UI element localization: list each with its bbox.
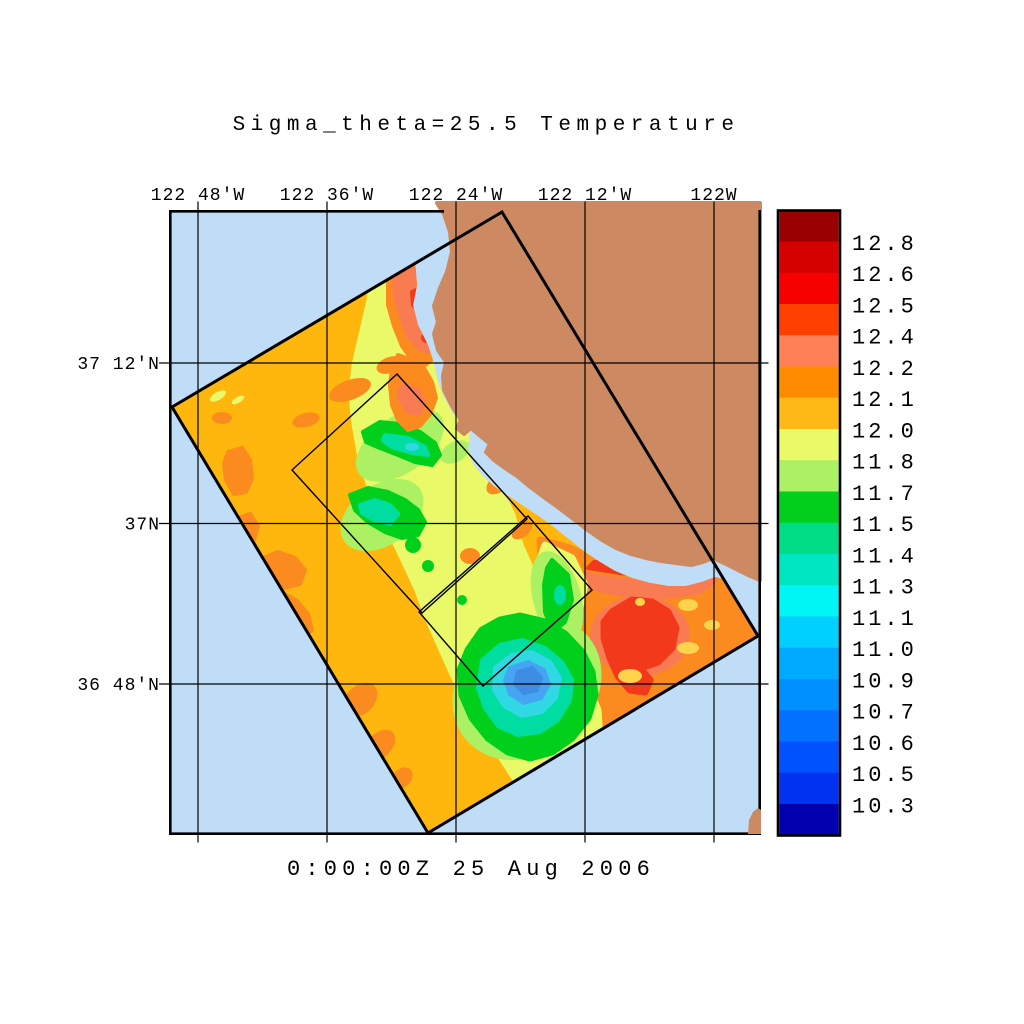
- contour-orange-patch: [292, 412, 320, 428]
- plot-title: Sigma_theta=25.5 Temperature: [233, 114, 740, 137]
- colorbar-segment: [779, 491, 839, 524]
- colorbar-tick-label: 11.1: [852, 607, 917, 632]
- colorbar-segment: [779, 585, 839, 617]
- colorbar-segment: [779, 679, 839, 711]
- colorbar-tick-label: 12.5: [852, 294, 917, 319]
- contour-ygreen-fleck: [209, 390, 227, 402]
- colorbar-segment: [779, 335, 839, 367]
- colorbar-segment: [779, 210, 839, 242]
- contour-teal-arm: [554, 585, 566, 605]
- contour-yellow-spot: [704, 620, 720, 630]
- colorbar-segment: [779, 772, 839, 805]
- contour-green-dot: [422, 560, 434, 572]
- map-graticule: 122 48'W 122 36'W 122 24'W 122 12'W 122W 37 1…: [77, 186, 769, 843]
- colorbar-tick-label: 12.1: [852, 388, 917, 413]
- colorbar-segment: [779, 804, 839, 836]
- colorbar-tick-label: 11.7: [852, 482, 917, 507]
- longitude-tick-label: 122 12'W: [538, 186, 632, 206]
- colorbar-tick-label: 10.7: [852, 701, 917, 726]
- model-domain-outline: [169, 209, 761, 836]
- contour-yellow-spot: [678, 599, 698, 611]
- longitude-tick-label: 122 24'W: [409, 186, 503, 206]
- contour-yellow-spot: [635, 598, 645, 606]
- colorbar-segment: [779, 366, 839, 399]
- contour-salmon-se-strip: [573, 568, 718, 599]
- contour-green-dot: [457, 595, 467, 605]
- colorbar-tick-label: 12.2: [852, 357, 917, 382]
- latitude-tick-label: 37 12'N: [77, 355, 160, 375]
- timestamp-label: 0:00:00Z 25 Aug 2006: [287, 857, 655, 882]
- colorbar-tick-label: 11.0: [852, 638, 917, 663]
- nested-domain-1-outline: [291, 373, 528, 614]
- colorbar-segment: [779, 304, 839, 336]
- contour-teal-upper: [381, 433, 430, 457]
- colorbar-segment: [779, 522, 839, 555]
- colorbar-tick-label: 12.4: [852, 326, 917, 351]
- colorbar-tick-label: 12.8: [852, 232, 917, 257]
- colorbar-segment: [779, 554, 839, 586]
- latitude-tick-label: 36 48'N: [77, 676, 160, 696]
- contour-ygreen-fleck: [231, 395, 245, 405]
- contour-orange-patch: [222, 446, 254, 496]
- contour-cyan-dot: [405, 443, 419, 451]
- contour-green-dot: [405, 537, 421, 553]
- contour-yellow-spot: [618, 669, 642, 683]
- colorbar-segment: [779, 460, 839, 492]
- colorbar-tick-label: 11.5: [852, 513, 917, 538]
- contour-orange-patch: [329, 377, 371, 403]
- colorbar-tick-label: 10.3: [852, 794, 917, 819]
- colorbar-segment: [779, 429, 839, 461]
- longitude-tick-label: 122 48'W: [151, 186, 245, 206]
- colorbar-tick-label: 10.9: [852, 669, 917, 694]
- colorbar-tick-label: 11.3: [852, 576, 917, 601]
- contour-yellow-spot: [677, 642, 699, 654]
- latitude-tick-label: 37N: [125, 516, 160, 536]
- colorbar-border: [776, 209, 842, 837]
- contour-blue-core: [513, 666, 543, 695]
- plot-border: [169, 210, 761, 835]
- nested-domain-2-outline: [418, 515, 593, 687]
- colorbar-tick-label: 11.4: [852, 544, 917, 569]
- map-land: [432, 201, 762, 582]
- colorbar-segment: [779, 616, 839, 649]
- colorbar-segment: [779, 741, 839, 774]
- colorbar-tick-label: 12.6: [852, 263, 917, 288]
- colorbar-segment: [779, 397, 839, 430]
- contour-salmon-coast-mid: [397, 383, 426, 416]
- contour-orange-patch: [212, 412, 232, 424]
- contour-orange-patch: [460, 548, 480, 564]
- contour-red-se-blob: [600, 596, 680, 696]
- map-land-islet: [748, 808, 761, 834]
- colorbar-tick-label: 11.8: [852, 451, 917, 476]
- colorbar-segment: [779, 272, 839, 305]
- colorbar-tick-label: 10.6: [852, 732, 917, 757]
- contour-teal-lower: [358, 498, 400, 526]
- colorbar: 12.8 12.6 12.5 12.4 12.2 12.1 12.0 11.8 11.7 11.5…: [779, 210, 917, 836]
- colorbar-segment: [779, 647, 839, 680]
- longitude-tick-label: 122W: [690, 186, 737, 206]
- colorbar-segment: [779, 710, 839, 742]
- colorbar-segment: [779, 241, 839, 274]
- colorbar-tick-label: 10.5: [852, 763, 917, 788]
- longitude-tick-label: 122 36'W: [280, 186, 374, 206]
- colorbar-tick-label: 12.0: [852, 419, 917, 444]
